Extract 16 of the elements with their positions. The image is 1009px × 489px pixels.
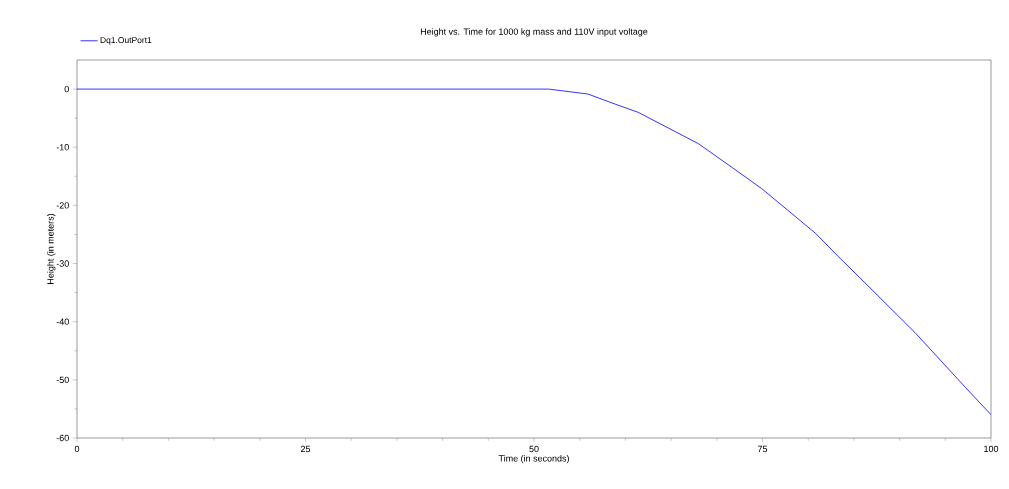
chart-title: Height vs. Time for 1000 kg mass and 110V input voltage (420, 28, 648, 37)
y-tick-label: -50 (56, 376, 69, 384)
x-tick-label: 25 (300, 445, 311, 453)
y-axis-title: Height (in meters) (47, 213, 56, 284)
y-tick-label: -20 (56, 202, 69, 209)
y-tick-label: -30 (56, 260, 69, 267)
y-tick-label: 0 (64, 85, 69, 93)
y-tick-label: -10 (56, 144, 69, 151)
x-tick-label: 100 (984, 445, 999, 453)
y-tick-label: -60 (56, 434, 69, 442)
y-tick-label: -40 (56, 318, 69, 325)
x-tick-label: 50 (529, 445, 539, 453)
x-axis-title: Time (in seconds) (498, 454, 569, 464)
x-tick-label: 75 (757, 445, 768, 453)
x-tick-label: 0 (74, 445, 80, 453)
legend-label: Dq1.OutPort1 (100, 37, 152, 45)
